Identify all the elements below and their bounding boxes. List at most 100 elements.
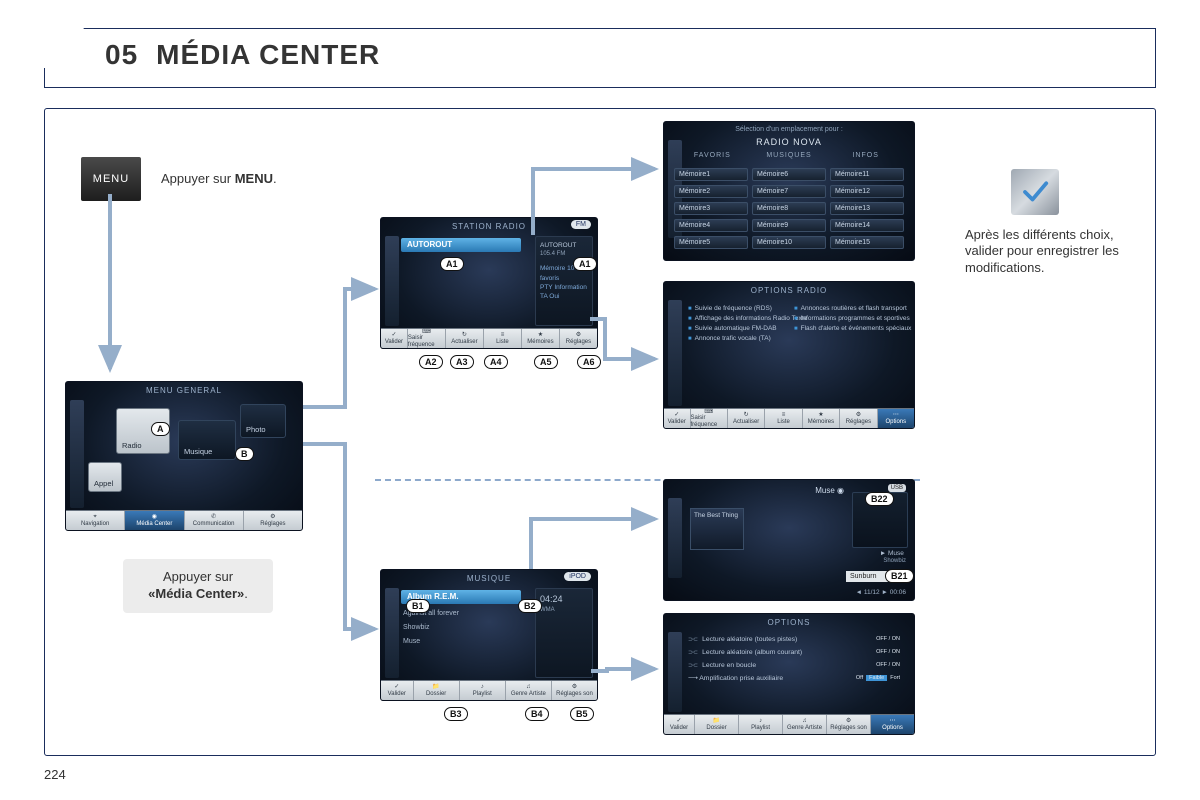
time-line: ◄ 11/12 ► 00:06 <box>856 589 906 596</box>
bottom-bar: ✓Valider 📁Dossier ♪Playlist ♫Genre Artis… <box>381 680 597 700</box>
bottom-media-center[interactable]: ◉Média Center <box>125 511 184 530</box>
bottom-nav[interactable]: ⌖Navigation <box>66 511 125 530</box>
btn-liste[interactable]: ≡Liste <box>484 329 522 348</box>
memory-slot[interactable]: Mémoire2 <box>674 185 748 198</box>
screen-radio-memory[interactable]: Sélection d'un emplacement pour : RADIO … <box>663 121 915 261</box>
screen-options-radio[interactable]: OPTIONS RADIO Suivie de fréquence (RDS)A… <box>663 281 915 429</box>
memory-slot[interactable]: Mémoire10 <box>752 236 826 249</box>
bottom-bar: ✓Valider ⌨Saisir fréquence ↻Actualiser ≡… <box>381 328 597 348</box>
callout-A5: A5 <box>534 355 558 369</box>
btn-dossier[interactable]: 📁Dossier <box>414 681 460 700</box>
callout-B22: B22 <box>865 492 894 506</box>
memory-slot[interactable]: Mémoire6 <box>752 168 826 181</box>
btn-memoires[interactable]: ★Mémoires <box>803 409 840 428</box>
callout-B3: B3 <box>444 707 468 721</box>
btn-genre[interactable]: ♫Genre Artiste <box>783 715 827 734</box>
callout-B1: B1 <box>406 599 430 613</box>
btn-genre[interactable]: ♫Genre Artiste <box>506 681 552 700</box>
memory-slot[interactable]: Mémoire13 <box>830 202 904 215</box>
opt-row-amp[interactable]: ⟶ Amplification prise auxiliaire Off Fai… <box>688 673 906 686</box>
memory-slot[interactable]: Mémoire8 <box>752 202 826 215</box>
option-item[interactable]: Annonce trafic vocale (TA) <box>688 334 813 344</box>
btn-actualiser[interactable]: ↻Actualiser <box>446 329 484 348</box>
step2-note: Appuyer sur «Média Center». <box>123 559 273 613</box>
btn-reglages[interactable]: ⚙Réglages <box>560 329 597 348</box>
muse-title: Muse ◉ <box>815 486 844 495</box>
side-strip <box>385 588 399 678</box>
menu-button-thumb[interactable]: MENU <box>81 157 141 201</box>
btn-valider[interactable]: ✓Valider <box>381 681 414 700</box>
callout-B21: B21 <box>885 569 914 583</box>
screen-options-b[interactable]: OPTIONS Lecture aléatoire (toutes pistes… <box>663 613 915 735</box>
bottom-reglages[interactable]: ⚙Réglages <box>244 511 302 530</box>
callout-A4: A4 <box>484 355 508 369</box>
memory-slot[interactable]: Mémoire12 <box>830 185 904 198</box>
option-item[interactable]: Flash d'alerte et événements spéciaux <box>794 324 915 334</box>
memory-slot[interactable]: Mémoire3 <box>674 202 748 215</box>
callout-A1b: A1 <box>573 257 597 271</box>
bottom-bar: ⌖Navigation ◉Média Center ✆Communication… <box>66 510 302 530</box>
band-badge: FM <box>571 220 591 229</box>
memory-slot[interactable]: Mémoire1 <box>674 168 748 181</box>
tile-appel[interactable]: Appel <box>88 462 122 492</box>
btn-valider[interactable]: ✓Valider <box>664 409 691 428</box>
track-2[interactable]: Showbiz <box>403 624 429 631</box>
track-3[interactable]: Muse <box>403 638 420 645</box>
callout-B: B <box>235 447 254 461</box>
btn-memoires[interactable]: ★Mémoires <box>522 329 560 348</box>
screen-station-radio[interactable]: STATION RADIO FM AUTOROUT AUTOROUT 105.4… <box>380 217 598 349</box>
btn-reglages[interactable]: ⚙Réglages <box>840 409 877 428</box>
mem-title1: Sélection d'un emplacement pour : <box>664 126 914 133</box>
callout-B4: B4 <box>525 707 549 721</box>
btn-liste[interactable]: ≡Liste <box>765 409 802 428</box>
row-highlight[interactable]: AUTOROUT <box>401 238 521 252</box>
memory-slot[interactable]: Mémoire9 <box>752 219 826 232</box>
callout-A2: A2 <box>419 355 443 369</box>
btn-options[interactable]: ⋯Options <box>871 715 914 734</box>
artist-line: ► Muse Showbiz <box>880 550 906 564</box>
album-tile[interactable]: The Best Thing <box>690 508 744 550</box>
bottom-bar: ✓Valider ⌨Saisir fréquence ↻Actualiser ≡… <box>664 408 914 428</box>
memory-slot[interactable]: Mémoire4 <box>674 219 748 232</box>
memory-grid: Mémoire1 Mémoire6 Mémoire11 Mémoire2 Mémoire… <box>674 168 904 249</box>
btn-dossier[interactable]: 📁Dossier <box>695 715 739 734</box>
memory-slot[interactable]: Mémoire5 <box>674 236 748 249</box>
option-item[interactable]: Informations programmes et sportives <box>794 314 915 324</box>
screen-musique[interactable]: MUSIQUE iPOD Album R.E.M. Against all fo… <box>380 569 598 701</box>
screen-title: MENU GENERAL <box>66 386 302 395</box>
side-strip <box>385 236 399 326</box>
btn-actualiser[interactable]: ↻Actualiser <box>728 409 765 428</box>
tile-photo[interactable]: Photo <box>240 404 286 438</box>
bottom-communication[interactable]: ✆Communication <box>185 511 244 530</box>
btn-playlist[interactable]: ♪Playlist <box>739 715 783 734</box>
validate-icon[interactable] <box>1011 169 1059 215</box>
source-badge: iPOD <box>564 572 591 581</box>
tile-musique[interactable]: Musique <box>178 420 236 460</box>
btn-options[interactable]: ⋯Options <box>878 409 914 428</box>
info-panel: 04:24 WMA <box>535 588 593 678</box>
memory-slot[interactable]: Mémoire11 <box>830 168 904 181</box>
opt-row[interactable]: Lecture en boucleOFF / ON <box>688 660 906 673</box>
opt-row[interactable]: Lecture aléatoire (album courant)OFF / O… <box>688 647 906 660</box>
mem-tabs: FAVORIS MUSIQUES INFOS <box>674 152 904 159</box>
screen-menu-general[interactable]: MENU GENERAL Radio Musique Photo Appel ⌖… <box>65 381 303 531</box>
option-item[interactable]: Annonces routières et flash transport <box>794 304 915 314</box>
screen-title: OPTIONS <box>664 618 914 627</box>
btn-valider[interactable]: ✓Valider <box>381 329 408 348</box>
page-header: 05MÉDIA CENTER <box>44 28 1156 88</box>
btn-playlist[interactable]: ♪Playlist <box>460 681 506 700</box>
btn-valider[interactable]: ✓Valider <box>664 715 695 734</box>
btn-saisir[interactable]: ⌨Saisir fréquence <box>691 409 728 428</box>
step1-note: Appuyer sur MENU. <box>161 171 277 187</box>
memory-slot[interactable]: Mémoire15 <box>830 236 904 249</box>
btn-saisir[interactable]: ⌨Saisir fréquence <box>408 329 446 348</box>
memory-slot[interactable]: Mémoire14 <box>830 219 904 232</box>
options-list: Lecture aléatoire (toutes pistes)OFF / O… <box>688 634 906 686</box>
callout-B2: B2 <box>518 599 542 613</box>
callout-A: A <box>151 422 170 436</box>
btn-reglages-son[interactable]: ⚙Réglages son <box>827 715 871 734</box>
btn-reglages-son[interactable]: ⚙Réglages son <box>552 681 597 700</box>
opt-row[interactable]: Lecture aléatoire (toutes pistes)OFF / O… <box>688 634 906 647</box>
memory-slot[interactable]: Mémoire7 <box>752 185 826 198</box>
section-title: MÉDIA CENTER <box>156 39 380 70</box>
